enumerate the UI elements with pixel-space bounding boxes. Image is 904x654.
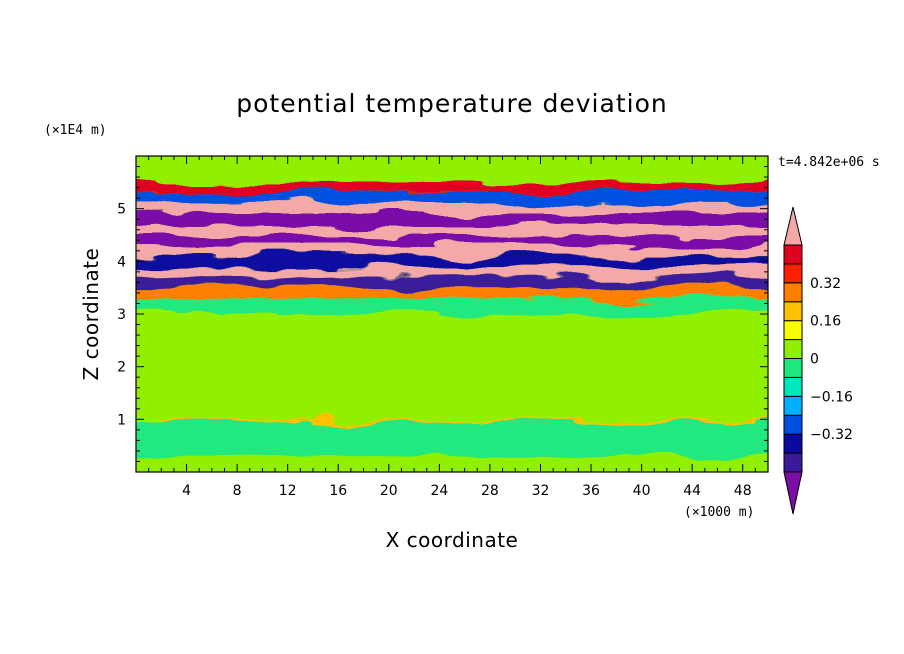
colorbar-label: 0 xyxy=(810,352,819,368)
x-axis-label: X coordinate xyxy=(386,528,519,552)
band-8 xyxy=(136,266,768,278)
y-tick-label: 4 xyxy=(117,254,126,270)
x-tick-label: 12 xyxy=(279,483,297,499)
colorbar-swatch xyxy=(783,263,803,284)
band-6 xyxy=(136,287,768,299)
band-3 xyxy=(136,366,768,420)
colorbar-swatch xyxy=(783,452,803,473)
colorbar-label: −0.16 xyxy=(810,389,853,405)
band-2 xyxy=(136,419,768,422)
band-1 xyxy=(136,421,768,457)
x-tick-label: 24 xyxy=(430,483,448,499)
colorbar-swatch xyxy=(783,358,803,378)
colorbar-swatch xyxy=(783,433,803,454)
y-axis-label: Z coordinate xyxy=(79,248,103,381)
x-axis: 4 8 12 16 20 24 28 32 36 40 44 48 xyxy=(148,156,756,499)
band-group xyxy=(136,156,768,472)
colorbar-swatch xyxy=(783,395,803,416)
chart-title: potential temperature deviation xyxy=(236,89,667,118)
y-axis: 1 2 3 4 5 xyxy=(117,166,768,462)
colorbar-swatch xyxy=(783,301,803,322)
x-unit-label: (×1000 m) xyxy=(684,505,754,520)
colorbar-top-arrow xyxy=(783,206,803,246)
y-tick-label: 2 xyxy=(117,360,126,376)
x-tick-label: 20 xyxy=(380,483,398,499)
y-tick-label: 3 xyxy=(117,307,126,323)
band-7 xyxy=(136,277,768,288)
colorbar-swatch xyxy=(783,414,803,435)
band-17 xyxy=(136,156,768,183)
colorbar-label: 0.16 xyxy=(810,314,841,330)
band-4 xyxy=(136,314,768,367)
x-tick-label: 36 xyxy=(582,483,600,499)
band-5 xyxy=(136,298,768,314)
colorbar-swatch xyxy=(783,339,803,360)
band-15 xyxy=(136,192,768,204)
band-9 xyxy=(136,256,768,267)
colorbar-swatch xyxy=(783,320,803,341)
band-13 xyxy=(136,213,768,225)
colorbar-swatch xyxy=(783,282,803,303)
band-0 xyxy=(136,456,768,472)
x-tick-label: 16 xyxy=(329,483,347,499)
colorbar-swatch xyxy=(783,376,803,397)
x-tick-label: 48 xyxy=(734,483,752,499)
x-tick-label: 4 xyxy=(182,483,191,499)
colorbar-bottom-arrow xyxy=(783,471,803,515)
time-label: t=4.842e+06 s xyxy=(778,155,880,170)
colorbar-label: 0.32 xyxy=(810,276,841,292)
band-11 xyxy=(136,235,768,246)
band-12 xyxy=(136,224,768,235)
contour-field xyxy=(136,156,768,472)
x-tick-label: 40 xyxy=(633,483,651,499)
band-10 xyxy=(136,245,768,257)
band-14 xyxy=(136,203,768,214)
y-tick-label: 5 xyxy=(117,202,126,218)
y-unit-label: (×1E4 m) xyxy=(44,123,107,138)
x-tick-label: 28 xyxy=(481,483,499,499)
band-16 xyxy=(136,182,768,193)
x-tick-label: 8 xyxy=(233,483,242,499)
colorbar-label: −0.32 xyxy=(810,427,853,443)
colorbar: 0.32 0.16 0 −0.16 −0.32 xyxy=(783,206,853,515)
colorbar-swatch xyxy=(783,244,803,265)
x-tick-label: 32 xyxy=(532,483,550,499)
x-tick-label: 44 xyxy=(683,483,701,499)
y-tick-label: 1 xyxy=(117,412,126,428)
